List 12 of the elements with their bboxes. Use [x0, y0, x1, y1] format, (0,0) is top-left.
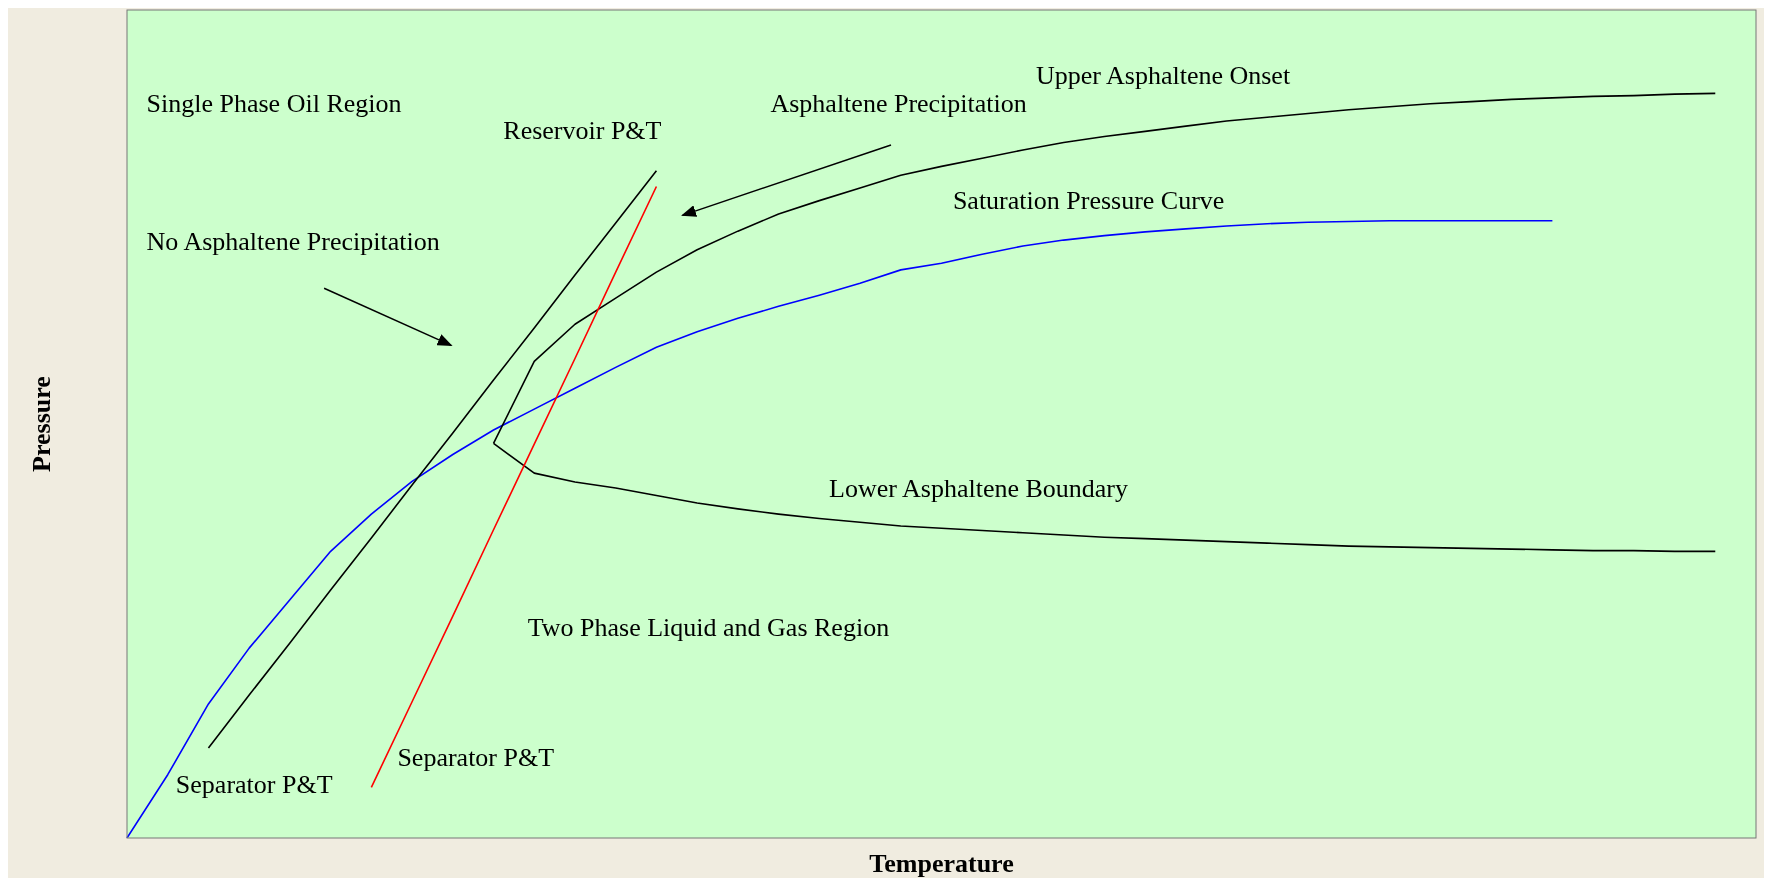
annotation: No Asphaltene Precipitation	[146, 226, 440, 256]
series-label: Lower Asphaltene Boundary	[829, 473, 1129, 503]
y-axis-title: Pressure	[27, 376, 56, 472]
series-label: Saturation Pressure Curve	[952, 186, 1225, 216]
annotation: Reservoir P&T	[503, 115, 662, 145]
annotation: Separator P&T	[175, 770, 333, 800]
x-axis-title: Temperature	[869, 849, 1014, 878]
annotation: Single Phase Oil Region	[146, 88, 402, 118]
annotation: Asphaltene Precipitation	[770, 88, 1027, 118]
annotation: Two Phase Liquid and Gas Region	[527, 612, 890, 642]
annotation: Separator P&T	[397, 742, 555, 772]
series-label: Upper Asphaltene Onset	[1035, 61, 1291, 91]
